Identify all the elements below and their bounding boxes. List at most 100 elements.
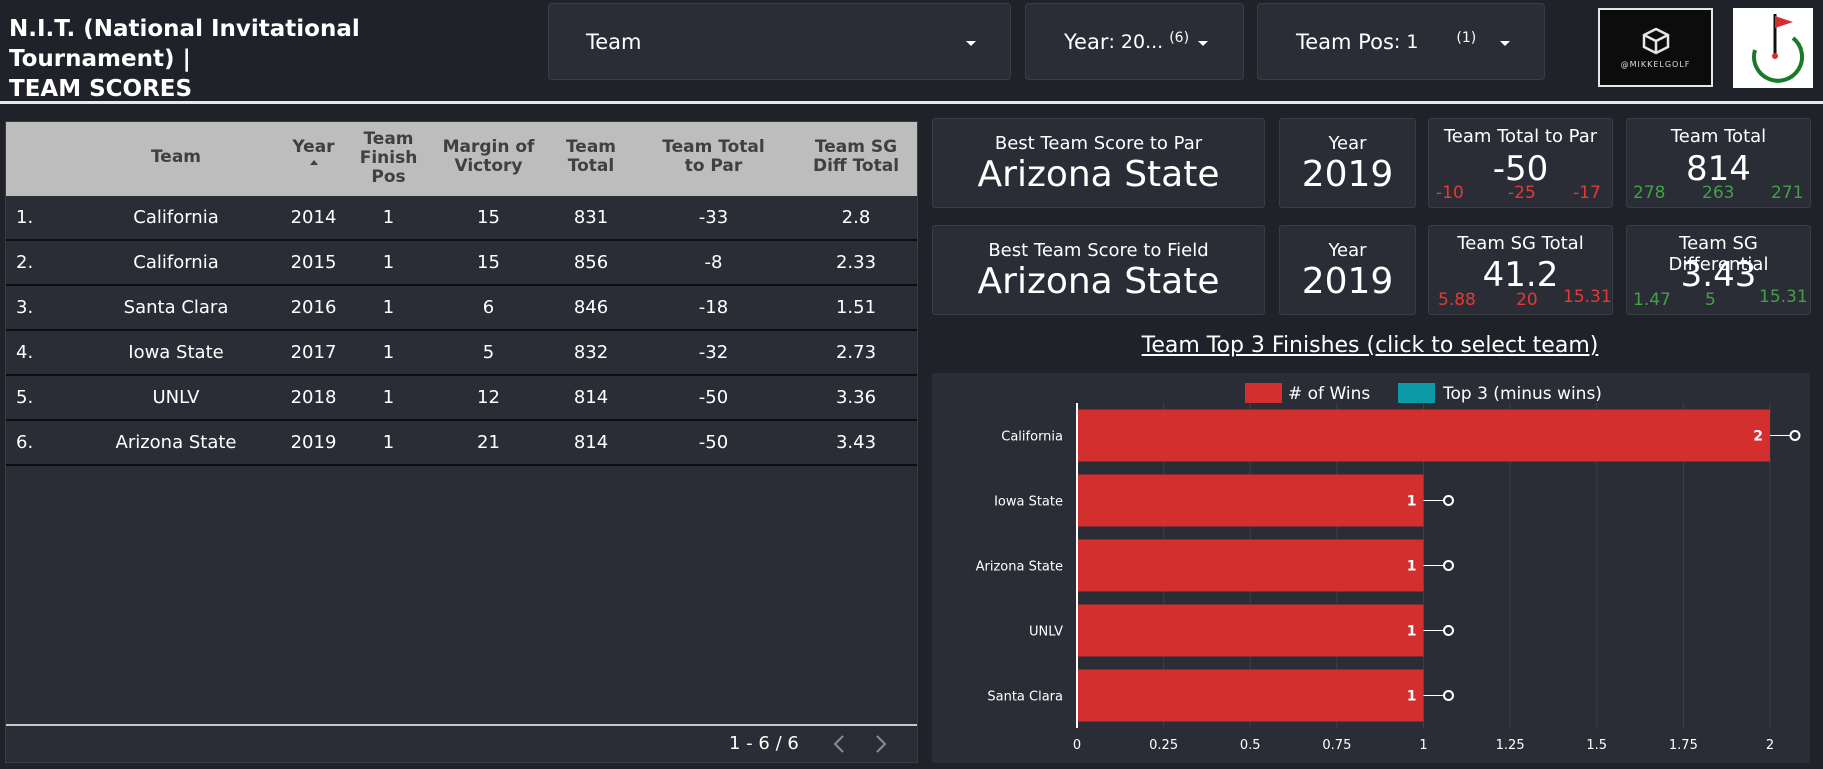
year-cell: 2014 xyxy=(290,207,337,228)
column-header-margin[interactable]: Margin of Victory xyxy=(442,137,535,176)
x-tick-label: 1 xyxy=(1419,738,1427,753)
table-row[interactable]: 4. Iowa State 2017 1 5 832 -32 2.73 xyxy=(6,331,917,376)
table-row[interactable]: 6. Arizona State 2019 1 21 814 -50 3.43 xyxy=(6,421,917,466)
table-row[interactable]: 2. California 2015 1 15 856 -8 2.33 xyxy=(6,241,917,286)
team-cell: Iowa State xyxy=(128,342,224,363)
team-total-cell: 846 xyxy=(573,297,609,318)
total-to-par-cell: -32 xyxy=(698,342,729,363)
team-total-cell: 832 xyxy=(573,342,609,363)
best-par-year-card[interactable]: Year 2019 xyxy=(1279,118,1416,208)
golf-flag-icon xyxy=(1752,14,1804,83)
table-row[interactable]: 1. California 2014 1 15 831 -33 2.8 xyxy=(6,196,917,241)
spark-value: 15.31 xyxy=(1563,287,1612,307)
team-total-card[interactable]: Team Total 814 278 263 271 xyxy=(1626,118,1811,208)
table-row[interactable]: 5. UNLV 2018 1 12 814 -50 3.36 xyxy=(6,376,917,421)
column-header-sg-diff[interactable]: Team SG Diff Total xyxy=(812,137,900,176)
column-header-year-label: Year xyxy=(292,137,335,157)
column-header-team-total[interactable]: Team Total xyxy=(565,137,617,176)
row-number-cell: 3. xyxy=(16,297,34,318)
bar-value-label: 1 xyxy=(1407,494,1417,510)
spark-value: 271 xyxy=(1771,183,1804,203)
sg-diff-cell: 3.36 xyxy=(835,387,877,408)
x-tick-label: 1.75 xyxy=(1669,738,1698,753)
bar-top3-zero-marker xyxy=(1443,625,1454,636)
x-tick-label: 0 xyxy=(1073,738,1081,753)
bar-top3-zero-marker xyxy=(1443,560,1454,571)
finish-pos-cell: 1 xyxy=(382,387,395,408)
team-cell: California xyxy=(133,252,219,273)
sg-diff-cell: 2.73 xyxy=(835,342,877,363)
column-header-year[interactable]: Year xyxy=(281,138,346,165)
spark-value: 5 xyxy=(1705,290,1716,310)
table-row[interactable]: 3. Santa Clara 2016 1 6 846 -18 1.51 xyxy=(6,286,917,331)
year-cell: 2018 xyxy=(290,387,337,408)
x-tick-label: 0.75 xyxy=(1322,738,1351,753)
page-title: N.I.T. (National Invitational Tournament… xyxy=(9,14,529,104)
total-to-par-cell: -8 xyxy=(704,252,723,273)
team-sg-differential-label: Team SG Differential xyxy=(1668,233,1769,275)
finish-pos-cell: 1 xyxy=(382,252,395,273)
best-score-to-field-card[interactable]: Best Team Score to Field Arizona State xyxy=(932,225,1265,315)
total-to-par-cell: -50 xyxy=(698,387,729,408)
team-sg-total-card[interactable]: Team SG Total 41.2 5.88 20 15.31 xyxy=(1428,225,1613,315)
total-to-par-cell: -50 xyxy=(698,432,729,453)
x-tick-label: 1.25 xyxy=(1496,738,1525,753)
year-filter-dropdown[interactable]: Year : 20... (6) xyxy=(1025,3,1244,80)
team-total-to-par-card[interactable]: Team Total to Par -50 -10 -25 -17 xyxy=(1428,118,1613,208)
best-field-year-card[interactable]: Year 2019 xyxy=(1279,225,1416,315)
chevron-down-icon xyxy=(1500,41,1510,46)
total-to-par-cell: -18 xyxy=(698,297,729,318)
legend-swatch-top3 xyxy=(1398,383,1435,403)
team-pos-filter-count: (1) xyxy=(1456,29,1477,46)
best-field-year-value: 2019 xyxy=(1301,261,1394,302)
team-sg-differential-card[interactable]: Team SG Differential 3.43 1.47 5 15.31 xyxy=(1626,225,1811,315)
pager-range: 1 - 6 / 6 xyxy=(729,733,799,754)
team-total-cell: 814 xyxy=(573,432,609,453)
x-tick-label: 2 xyxy=(1766,738,1774,753)
pager-divider xyxy=(6,724,917,726)
legend-label-wins: # of Wins xyxy=(1288,384,1370,404)
bar-value-label: 1 xyxy=(1407,559,1417,575)
row-number-cell: 6. xyxy=(16,432,34,453)
chevron-left-icon xyxy=(833,735,844,753)
team-filter-dropdown[interactable]: Team xyxy=(548,3,1011,80)
spark-value: 278 xyxy=(1633,183,1666,203)
spark-value: -17 xyxy=(1573,183,1601,203)
margin-cell: 5 xyxy=(482,342,495,363)
team-total-value: 814 xyxy=(1686,149,1751,189)
sg-diff-cell: 2.8 xyxy=(841,207,871,228)
total-to-par-cell: -33 xyxy=(698,207,729,228)
spark-value: 5.88 xyxy=(1438,290,1476,310)
previous-page-button[interactable] xyxy=(824,728,854,760)
row-number-cell: 5. xyxy=(16,387,34,408)
bar-top3-zero-marker xyxy=(1443,690,1454,701)
column-header-total-to-par[interactable]: Team Total to Par xyxy=(662,137,765,176)
column-header-team[interactable]: Team xyxy=(150,147,202,167)
team-total-to-par-value: -50 xyxy=(1492,149,1549,189)
page-title-line1: N.I.T. (National Invitational Tournament… xyxy=(9,16,360,72)
margin-cell: 15 xyxy=(477,207,500,228)
bar-wins xyxy=(1078,409,1770,462)
column-header-finish-pos[interactable]: Team Finish Pos xyxy=(359,129,418,187)
team-total-cell: 814 xyxy=(573,387,609,408)
spark-value: 15.31 xyxy=(1759,287,1808,307)
row-number-cell: 2. xyxy=(16,252,34,273)
spark-value: -25 xyxy=(1508,183,1536,203)
legend-label-top3: Top 3 (minus wins) xyxy=(1442,384,1602,404)
y-category-label: Iowa State xyxy=(994,495,1063,510)
chart-title[interactable]: Team Top 3 Finishes (click to select tea… xyxy=(1141,333,1599,358)
team-pos-filter-label: Team Pos xyxy=(1296,29,1394,54)
y-category-label: UNLV xyxy=(1029,625,1063,640)
best-score-to-par-card[interactable]: Best Team Score to Par Arizona State xyxy=(932,118,1265,208)
spark-value: 1.47 xyxy=(1633,290,1671,310)
team-pos-filter-dropdown[interactable]: Team Pos : 1 (1) xyxy=(1257,3,1545,80)
best-par-year-value: 2019 xyxy=(1301,154,1394,195)
bar-value-label: 1 xyxy=(1407,689,1417,705)
team-sg-total-label: Team SG Total xyxy=(1457,233,1584,254)
next-page-button[interactable] xyxy=(866,728,896,760)
margin-cell: 12 xyxy=(477,387,500,408)
team-cell: UNLV xyxy=(152,387,200,408)
team-cell: Santa Clara xyxy=(123,297,229,318)
team-total-label: Team Total xyxy=(1670,126,1767,147)
team-filter-label: Team xyxy=(586,29,642,54)
